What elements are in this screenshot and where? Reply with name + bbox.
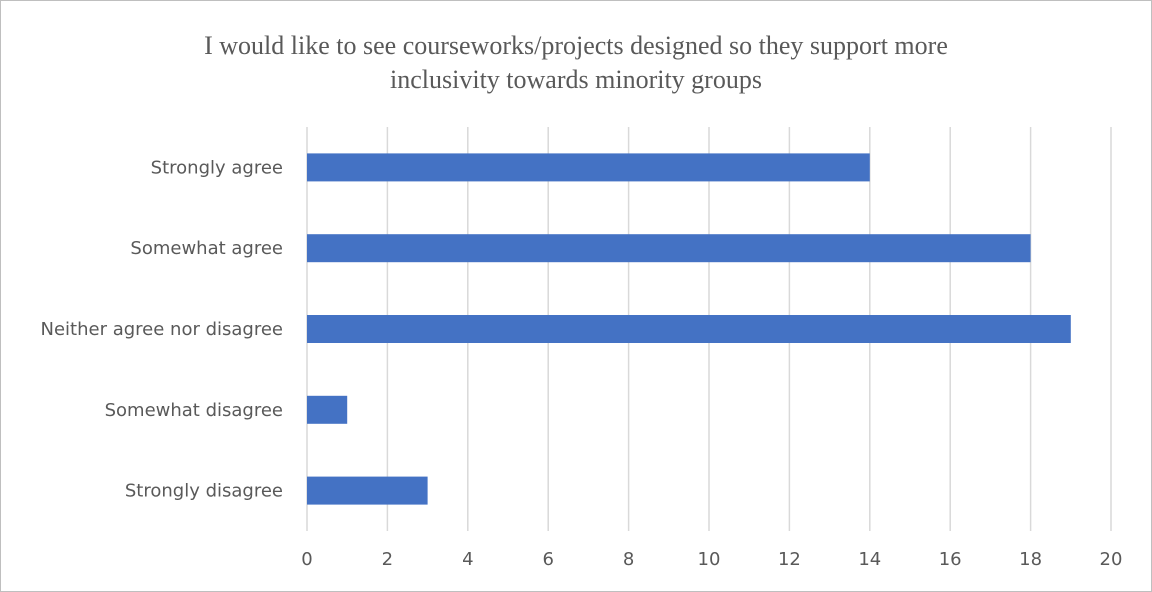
chart-title-line-1: I would like to see courseworks/projects…: [204, 31, 948, 60]
category-label: Somewhat disagree: [105, 400, 283, 421]
x-tick-label: 16: [939, 549, 962, 570]
bar: [307, 153, 870, 182]
x-tick-label: 4: [462, 549, 473, 570]
category-label: Neither agree nor disagree: [41, 319, 284, 340]
bar: [307, 395, 348, 424]
x-tick-label: 8: [623, 549, 634, 570]
chart-title: I would like to see courseworks/projects…: [1, 29, 1151, 97]
category-label: Strongly agree: [151, 157, 283, 178]
x-tick-label: 12: [778, 549, 801, 570]
chart-title-line-2: inclusivity towards minority groups: [390, 65, 762, 94]
x-tick-label: 14: [858, 549, 881, 570]
category-label: Strongly disagree: [125, 481, 283, 502]
category-label: Somewhat agree: [130, 238, 283, 259]
x-tick-label: 20: [1100, 549, 1123, 570]
x-tick-label: 18: [1019, 549, 1042, 570]
bar: [307, 234, 1031, 263]
bar: [307, 315, 1071, 343]
bar: [307, 476, 428, 505]
x-tick-label: 10: [698, 549, 721, 570]
x-tick-label: 2: [382, 549, 393, 570]
x-tick-label: 6: [542, 549, 553, 570]
x-tick-label: 0: [301, 549, 312, 570]
